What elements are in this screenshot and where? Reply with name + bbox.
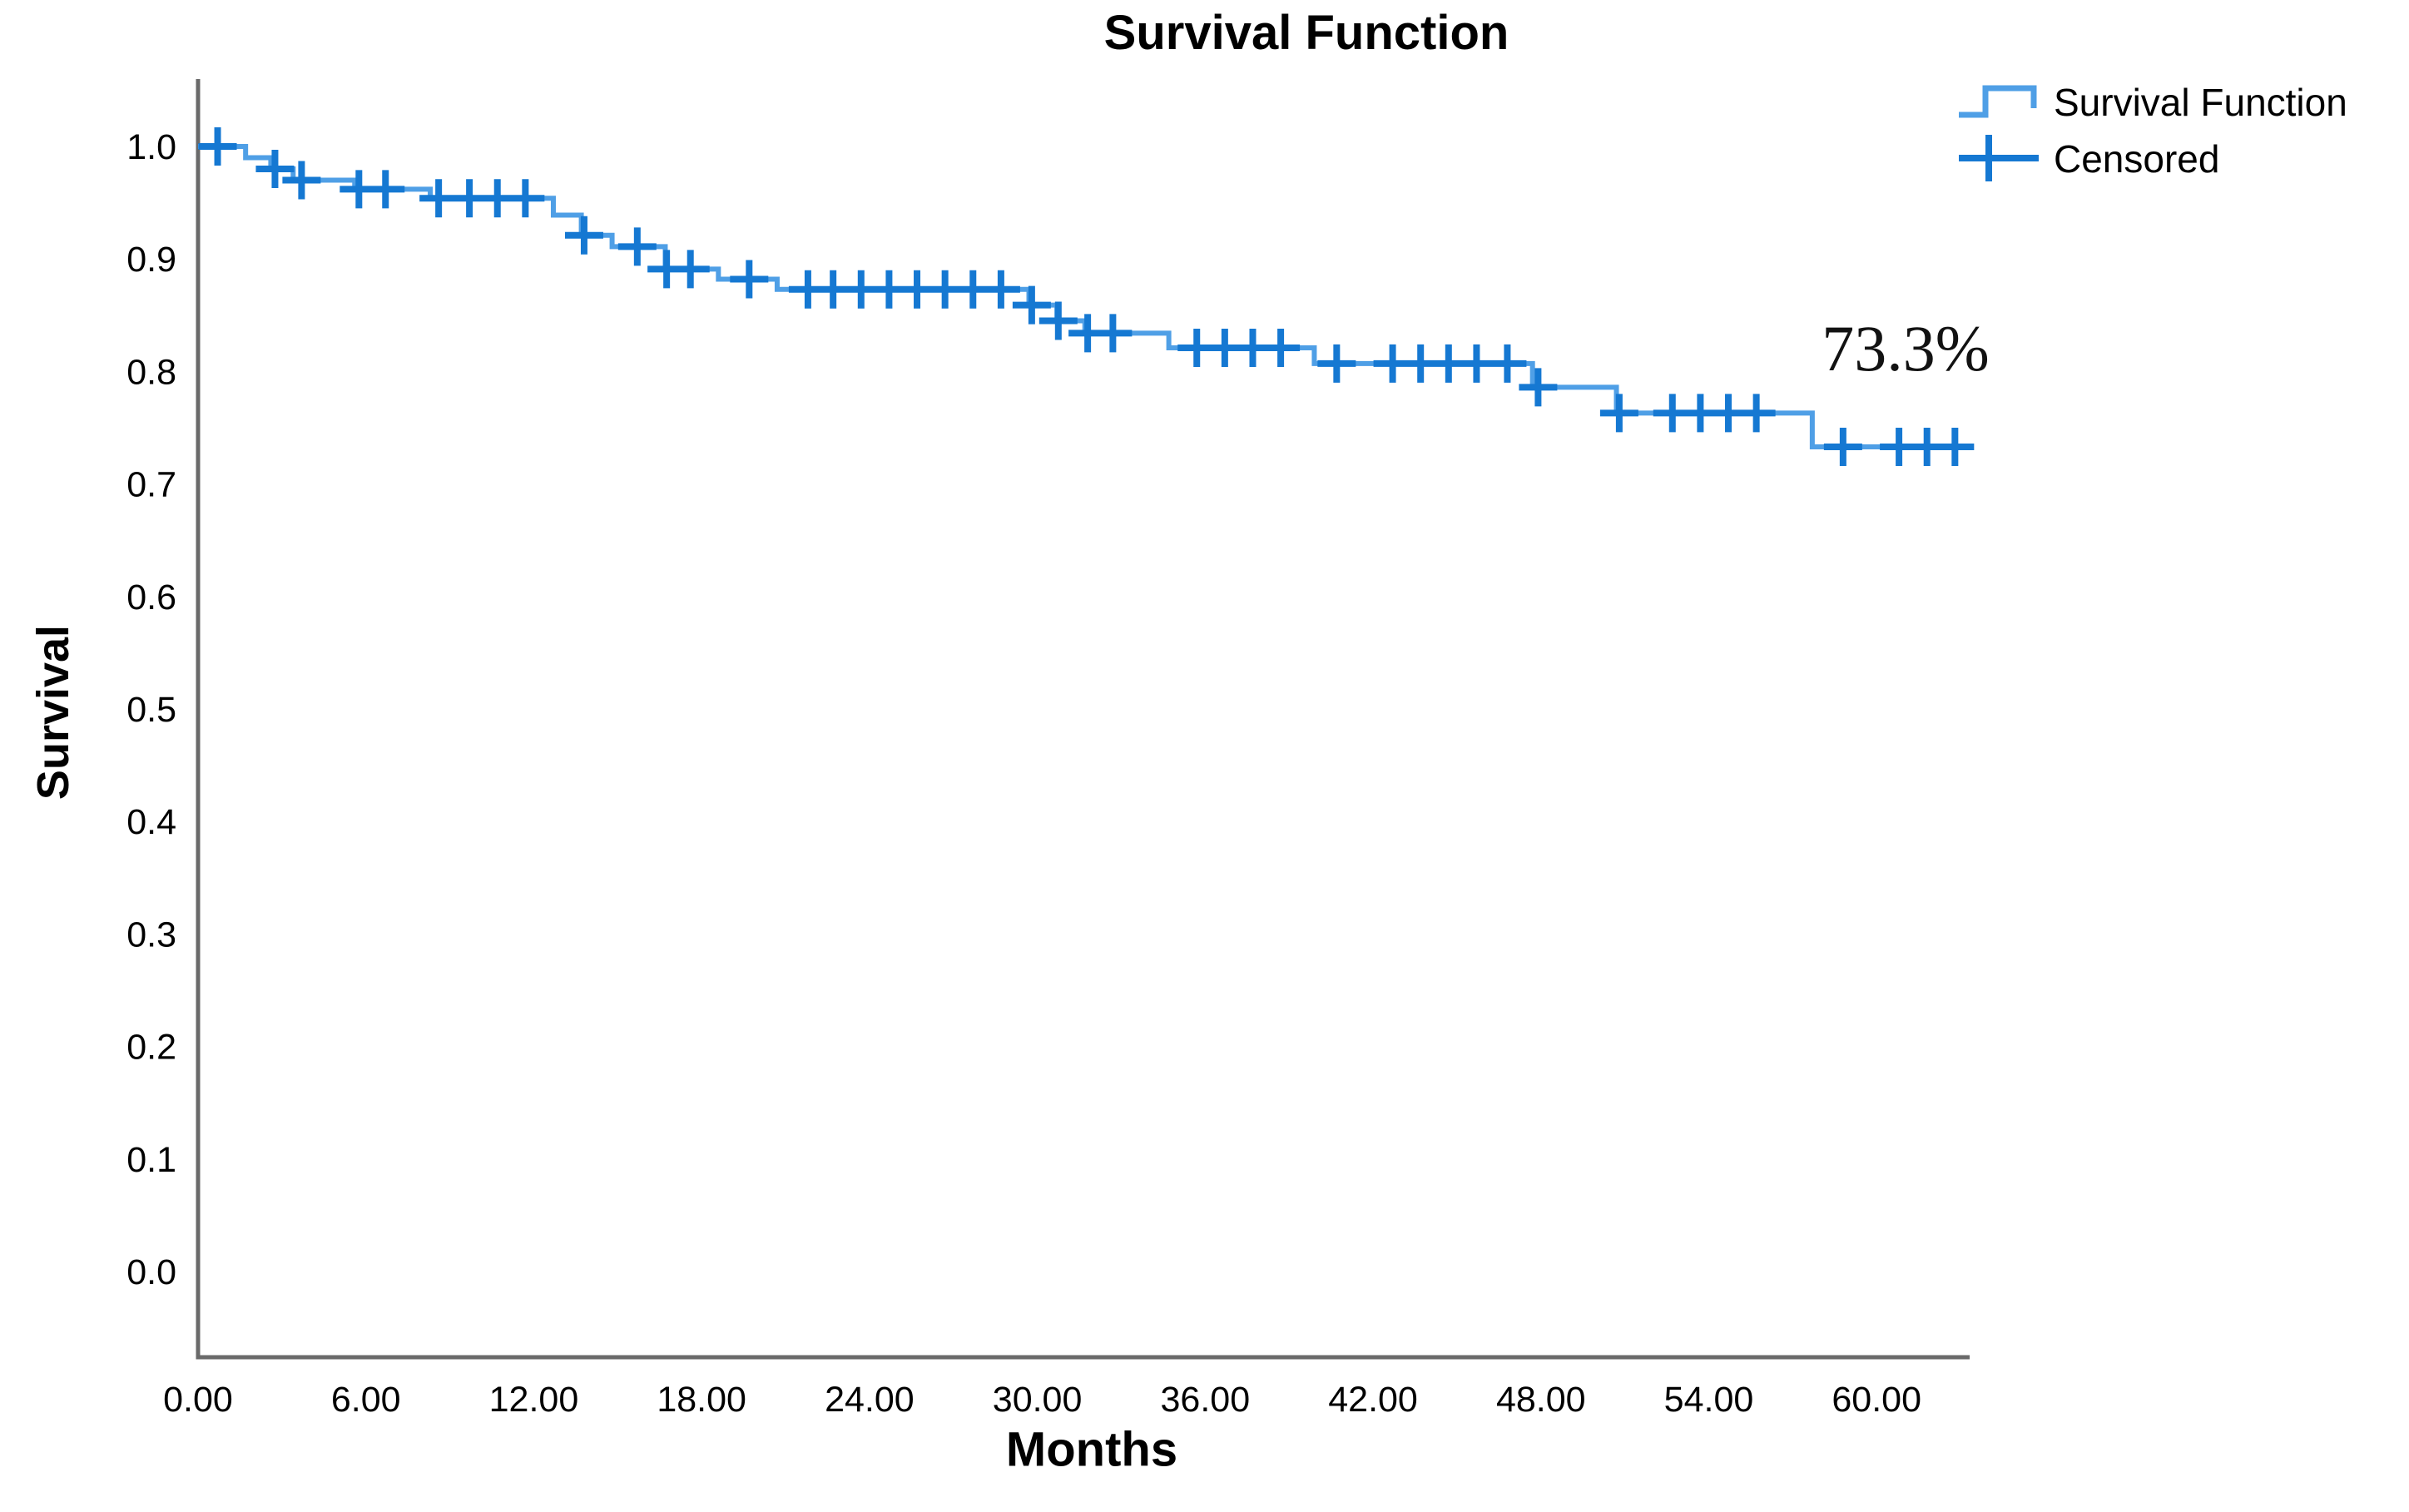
- y-tick-label: 0.2: [126, 1028, 176, 1068]
- x-tick-label: 42.00: [1328, 1380, 1418, 1420]
- y-tick-label: 0.3: [126, 915, 176, 954]
- x-tick-label: 0.00: [163, 1380, 233, 1420]
- plus-icon: [1959, 135, 2039, 181]
- legend-label-censored: Censored: [2054, 137, 2220, 181]
- x-tick-label: 36.00: [1161, 1380, 1251, 1420]
- legend-item-censored: Censored: [1957, 133, 2347, 185]
- chart-title: Survival Function: [1103, 6, 1509, 60]
- y-tick-label: 0.7: [126, 465, 176, 505]
- axis-lines: [196, 79, 1970, 1360]
- x-tick-label: 18.00: [657, 1380, 746, 1420]
- y-tick-label: 0.0: [126, 1252, 176, 1292]
- x-tick-label: 48.00: [1496, 1380, 1586, 1420]
- y-tick-label: 0.6: [126, 578, 176, 617]
- y-tick-label: 0.4: [126, 802, 176, 842]
- x-tick-label: 54.00: [1664, 1380, 1754, 1420]
- y-tick-label: 0.1: [126, 1140, 176, 1180]
- y-tick-label: 0.5: [126, 690, 176, 730]
- y-tick-label: 0.8: [126, 352, 176, 392]
- x-tick-label: 6.00: [331, 1380, 401, 1420]
- x-tick-label: 12.00: [489, 1380, 579, 1420]
- censor-marks: [198, 127, 1975, 466]
- survival-rate-annotation: 73.3%: [1822, 312, 1990, 384]
- legend-label-survival-function: Survival Function: [2054, 81, 2347, 124]
- y-tick-label: 1.0: [126, 127, 176, 167]
- x-tick-label: 24.00: [825, 1380, 915, 1420]
- x-tick-label: 30.00: [993, 1380, 1083, 1420]
- x-axis-label: Months: [1005, 1422, 1178, 1477]
- x-tick-label: 60.00: [1832, 1380, 1921, 1420]
- y-tick-label: 0.9: [126, 240, 176, 280]
- legend-item-survival-function: Survival Function: [1957, 77, 2347, 128]
- legend: Survival Function Censored: [1957, 77, 2347, 185]
- step-line-icon: [1959, 85, 2037, 118]
